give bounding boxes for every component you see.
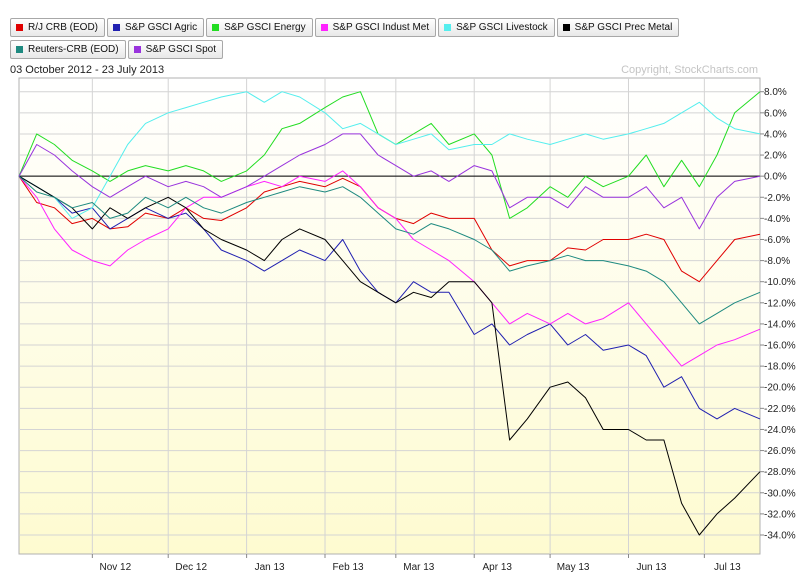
y-tick-label: -6.0%	[764, 235, 790, 246]
legend-swatch	[16, 46, 23, 53]
date-range: 03 October 2012 - 23 July 2013	[10, 64, 165, 76]
x-tick-label: Nov 12	[99, 562, 131, 573]
legend-swatch	[320, 24, 328, 31]
y-tick-label: -2.0%	[764, 193, 790, 204]
y-tick-label: -10.0%	[764, 277, 796, 288]
y-tick-label: -8.0%	[764, 256, 790, 267]
legend-swatch	[16, 24, 23, 31]
grid	[19, 78, 760, 554]
series-line	[18, 170, 761, 367]
legend-item[interactable]: S&P GSCI Energy	[206, 18, 313, 37]
legend-item[interactable]: S&P GSCI Prec Metal	[556, 18, 680, 37]
y-axis: 8.0% 6.0% 4.0% 2.0% 0.0% -2.0% -4.0% -6.0% -8.0%…	[760, 87, 796, 542]
x-tick-label: Apr 13	[482, 562, 512, 573]
x-tick-label: Feb 13	[332, 562, 364, 573]
x-axis: Nov 12 Dec 12 Jan 13 Feb 13 Mar 13 Apr 13 May …	[91, 554, 741, 573]
series-line	[18, 175, 761, 536]
y-tick-label: -34.0%	[764, 531, 796, 542]
x-tick-label: Mar 13	[403, 562, 435, 573]
legend-label: R/J CRB (EOD)	[28, 22, 98, 33]
y-tick-label: -4.0%	[764, 214, 790, 225]
legend-item[interactable]: S&P GSCI Livestock	[438, 18, 555, 37]
legend-label: S&P GSCI Energy	[224, 22, 306, 33]
copyright-text: Copyright, StockCharts.com	[621, 64, 758, 76]
y-tick-label: 0.0%	[764, 172, 787, 183]
legend-swatch	[133, 46, 141, 53]
series-line	[18, 175, 761, 325]
legend-swatch	[113, 24, 120, 31]
y-tick-label: 4.0%	[764, 129, 787, 140]
x-tick-label: Jan 13	[255, 562, 285, 573]
y-tick-label: -24.0%	[764, 425, 796, 436]
legend-item[interactable]: R/J CRB (EOD)	[10, 18, 105, 37]
x-tick-label: Dec 12	[175, 562, 207, 573]
y-tick-label: -14.0%	[764, 319, 796, 330]
x-tick-label: May 13	[557, 562, 590, 573]
y-tick-label: -12.0%	[764, 298, 796, 309]
legend-item[interactable]: S&P GSCI Spot	[127, 40, 223, 59]
legend-row: Reuters-CRB (EOD) S&P GSCI Spot	[10, 40, 710, 59]
y-tick-label: -28.0%	[764, 467, 796, 478]
legend-swatch	[562, 24, 570, 31]
legend-item[interactable]: S&P GSCI Agric	[107, 18, 205, 37]
y-tick-label: 6.0%	[764, 108, 787, 119]
legend-swatch	[444, 24, 452, 31]
legend-label: S&P GSCI Livestock	[456, 22, 548, 33]
legend-item[interactable]: S&P GSCI Indust Met	[314, 18, 437, 37]
y-tick-label: -26.0%	[764, 446, 796, 457]
series-line	[18, 91, 761, 219]
legend-label: S&P GSCI Prec Metal	[574, 22, 673, 33]
y-tick-label: -30.0%	[764, 488, 796, 499]
legend-label: S&P GSCI Indust Met	[332, 22, 430, 33]
x-tick-label: Jun 13	[636, 562, 666, 573]
y-tick-label: -20.0%	[764, 383, 796, 394]
series-group	[18, 91, 761, 536]
legend-item[interactable]: Reuters-CRB (EOD)	[10, 40, 126, 59]
y-tick-label: -18.0%	[764, 362, 796, 373]
legend-label: Reuters-CRB (EOD)	[28, 44, 119, 55]
legend-swatch	[212, 24, 220, 31]
legend: R/J CRB (EOD) S&P GSCI Agric S&P GSCI Ener…	[10, 18, 710, 62]
y-tick-label: -22.0%	[764, 404, 796, 415]
legend-label: S&P GSCI Spot	[145, 44, 216, 55]
legend-row: R/J CRB (EOD) S&P GSCI Agric S&P GSCI Ener…	[10, 18, 710, 37]
legend-label: S&P GSCI Agric	[125, 22, 198, 33]
y-tick-label: 2.0%	[764, 151, 787, 162]
y-tick-label: -32.0%	[764, 509, 796, 520]
plot-background	[18, 77, 761, 555]
x-tick-label: Jul 13	[714, 562, 741, 573]
y-tick-label: -16.0%	[764, 341, 796, 352]
series-line	[18, 133, 761, 230]
y-tick-label: 8.0%	[764, 87, 787, 98]
